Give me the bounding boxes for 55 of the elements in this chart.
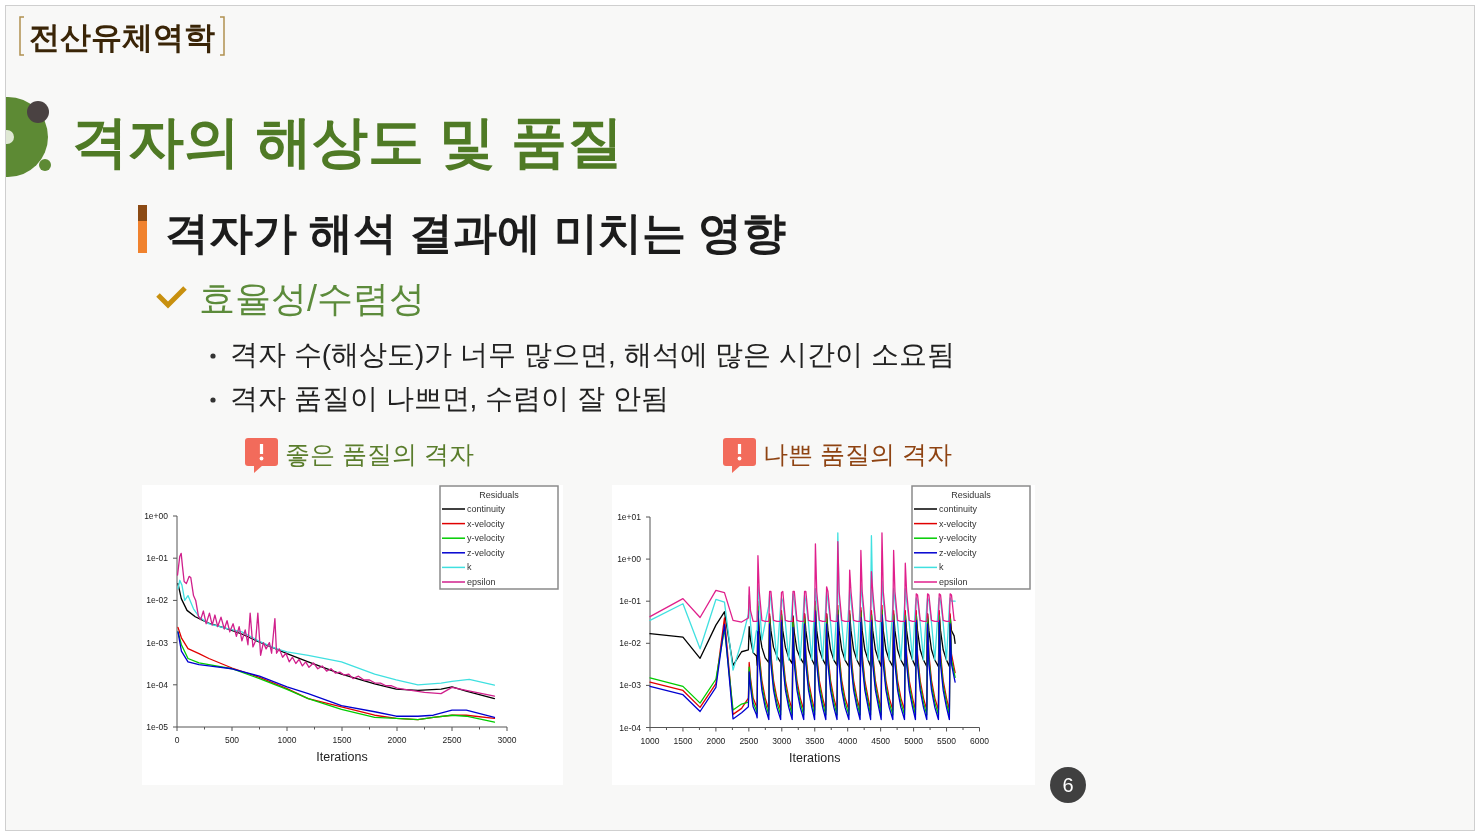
legend-title: Residuals (479, 490, 520, 500)
legend-label: z-velocity (939, 547, 978, 558)
y-tick-label: 1e-01 (146, 553, 169, 564)
x-tick-label: 6000 (970, 735, 990, 746)
x-tick-label: 3000 (772, 735, 792, 746)
x-tick-label: 4500 (871, 735, 891, 746)
legend-label: continuity (467, 504, 506, 514)
x-tick-label: 1500 (332, 735, 352, 745)
y-tick-label: 1e-01 (619, 596, 642, 607)
x-tick-label: 3500 (805, 735, 825, 746)
chart-title: 나쁜 품질의 격자 (763, 440, 952, 468)
x-tick-label: 500 (224, 735, 240, 745)
legend-title: Residuals (951, 490, 992, 500)
y-tick-label: 1e+00 (617, 554, 642, 565)
x-tick-label: 0 (174, 735, 180, 745)
text: 효율성/수렴성 (199, 278, 426, 319)
text: 격자 품질이 나쁘면, 수렴이 잘 안됨 (230, 383, 669, 414)
legend-label: y-velocity (467, 533, 506, 544)
y-tick-label: 1e-02 (619, 638, 642, 649)
y-tick-label: 1e-03 (146, 637, 169, 648)
text: 전산유체역학 (29, 20, 215, 55)
legend-label: x-velocity (467, 518, 506, 529)
y-tick-label: 1e-05 (146, 722, 169, 732)
chart-title: 좋은 품질의 격자 (285, 440, 474, 468)
x-tick-label: 2000 (387, 735, 407, 745)
x-tick-label: 2000 (706, 735, 726, 746)
y-tick-label: 1e-04 (146, 679, 169, 690)
x-tick-label: 1500 (673, 735, 693, 746)
legend-label: epsilon (467, 577, 496, 587)
y-tick-label: 1e-04 (619, 722, 642, 733)
legend-label: k (939, 562, 944, 573)
y-tick-label: 1e+01 (617, 512, 642, 522)
x-axis-title: Iterations (316, 750, 368, 764)
x-tick-label: 3000 (497, 735, 517, 745)
text: 격자 수(해상도)가 너무 많으면, 해석에 많은 시간이 소요됨 (230, 339, 955, 370)
x-tick-label: 2500 (442, 735, 462, 745)
legend-label: x-velocity (939, 518, 978, 529)
x-tick-label: 5500 (937, 735, 957, 746)
legend-label: z-velocity (467, 547, 506, 558)
x-tick-label: 5000 (904, 735, 924, 746)
legend-label: y-velocity (939, 533, 978, 544)
legend-label: k (467, 562, 472, 573)
text: 격자가 해석 결과에 미치는 영향 (165, 208, 786, 257)
x-tick-label: 1000 (640, 735, 660, 746)
y-tick-label: 1e-02 (146, 595, 169, 606)
legend-label: continuity (939, 504, 978, 514)
x-tick-label: 4000 (838, 735, 858, 746)
x-tick-label: 1000 (277, 735, 297, 745)
y-tick-label: 1e-03 (619, 680, 642, 691)
x-tick-label: 2500 (739, 735, 759, 746)
legend-label: epsilon (939, 577, 968, 587)
x-axis-title: Iterations (789, 750, 841, 765)
y-tick-label: 1e+00 (144, 511, 169, 521)
text: 격자의 해상도 및 품질 (72, 110, 623, 173)
text: 6 (1062, 774, 1074, 796)
